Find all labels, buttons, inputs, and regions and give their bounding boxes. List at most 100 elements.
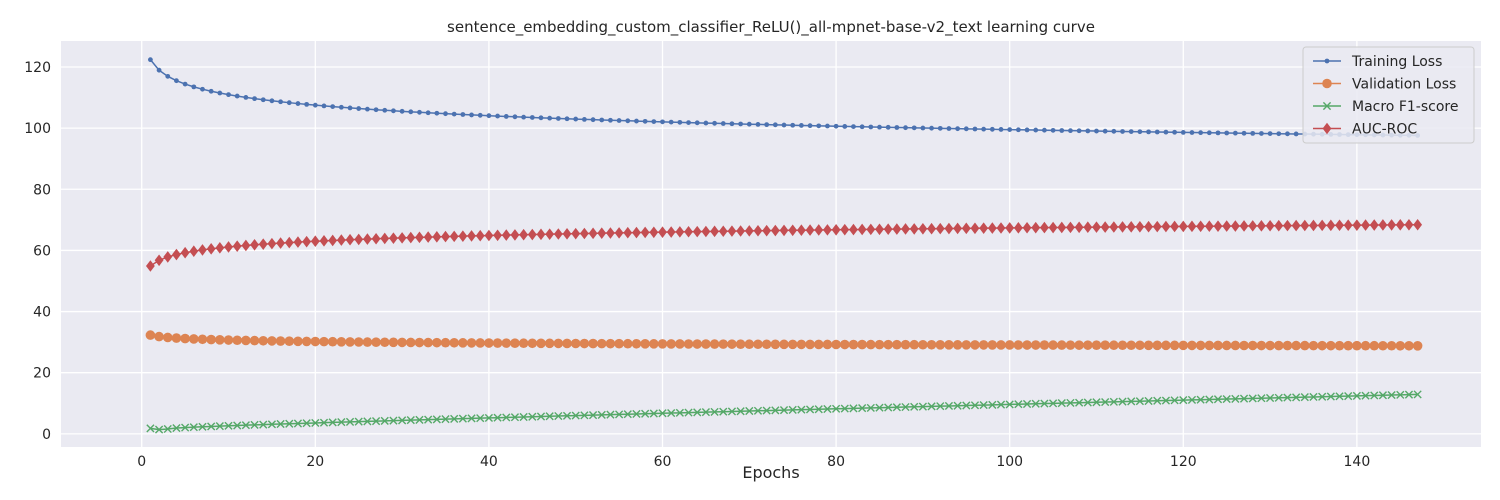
y-tick-label: 100 — [24, 121, 51, 137]
training-loss-point — [208, 88, 214, 94]
auc-roc-point — [970, 222, 980, 235]
training-loss-point — [660, 119, 665, 125]
auc-roc-point — [1413, 218, 1423, 231]
macro-f1-score-point — [814, 405, 823, 414]
legend-marker — [1322, 122, 1332, 135]
auc-roc-point — [1291, 219, 1301, 232]
x-tick-label: 20 — [306, 454, 324, 470]
training-loss-point — [668, 119, 674, 125]
macro-f1-score-point — [1352, 391, 1361, 400]
training-loss-point — [529, 115, 535, 120]
macro-f1-score-point — [276, 419, 285, 429]
validation-loss-point — [1334, 340, 1345, 351]
training-loss-point — [252, 96, 257, 102]
validation-loss-point — [1091, 340, 1102, 350]
validation-loss-point — [1221, 340, 1232, 351]
training-loss-point — [772, 122, 778, 128]
macro-f1-score-point — [554, 411, 563, 421]
training-loss-point — [573, 116, 579, 122]
training-loss-point — [1232, 130, 1238, 136]
macro-f1-score-point — [606, 410, 615, 419]
macro-f1-score-point — [675, 408, 684, 417]
macro-f1-score-point — [172, 423, 181, 433]
macro-f1-score-point — [884, 403, 893, 412]
training-loss-point — [391, 108, 396, 114]
auc-roc-point — [666, 226, 676, 238]
macro-f1-score-point — [536, 412, 546, 421]
auc-roc-point — [935, 222, 945, 235]
validation-loss-point — [596, 338, 607, 349]
macro-f1-score-point — [1170, 396, 1179, 405]
validation-loss-point — [805, 339, 815, 350]
training-loss-point — [1059, 128, 1065, 133]
auc-roc-point — [232, 240, 242, 252]
macro-f1-score-point — [354, 417, 363, 426]
auc-roc-point — [736, 225, 746, 237]
y-tick-label: 60 — [33, 243, 51, 259]
training-loss-point — [937, 125, 943, 131]
macro-f1-score-point — [1022, 399, 1032, 409]
x-tick-label: 0 — [137, 454, 146, 470]
macro-f1-score-point — [241, 421, 250, 430]
auc-roc-point — [1265, 219, 1275, 232]
validation-loss-point — [1300, 340, 1310, 351]
training-loss-point — [182, 81, 188, 87]
validation-loss-point — [1195, 340, 1206, 351]
training-loss-point — [148, 57, 153, 63]
auc-roc-point — [1230, 220, 1240, 232]
macro-f1-score-point — [1031, 399, 1040, 408]
macro-f1-score-point — [849, 404, 858, 413]
auc-roc-point — [1048, 221, 1058, 234]
auc-roc-point — [180, 246, 190, 259]
training-loss-point — [521, 114, 527, 120]
training-loss-point — [859, 124, 865, 130]
x-tick-label: 100 — [996, 454, 1023, 470]
macro-f1-score-point — [380, 416, 389, 425]
macro-f1-score-point — [1127, 397, 1136, 406]
macro-f1-score-point — [1222, 394, 1231, 404]
auc-roc-point — [1257, 220, 1266, 232]
auc-roc-point — [1343, 219, 1353, 232]
validation-loss-point — [432, 337, 442, 348]
validation-loss-point — [918, 339, 928, 350]
x-tick-label: 120 — [1170, 454, 1197, 470]
macro-f1-score-point — [1040, 399, 1049, 408]
validation-loss-point — [1161, 340, 1171, 351]
macro-f1-score-point — [953, 401, 962, 410]
macro-f1-score-point — [1335, 392, 1344, 401]
macro-f1-score-point — [779, 406, 789, 415]
validation-loss-point — [857, 339, 867, 350]
macro-f1-score-point — [701, 408, 710, 417]
auc-roc-point — [345, 233, 355, 246]
validation-loss-point — [510, 338, 520, 348]
auc-roc-point — [614, 227, 624, 239]
auc-roc-point — [1170, 220, 1180, 233]
auc-roc-point — [380, 232, 390, 245]
auc-roc-point — [1309, 219, 1318, 232]
auc-roc-point — [1283, 219, 1292, 232]
training-loss-point — [616, 118, 622, 123]
training-loss-point — [825, 123, 830, 129]
macro-f1-score-point — [1326, 392, 1335, 401]
auc-roc-point — [632, 226, 641, 239]
macro-f1-score-point — [502, 413, 511, 422]
training-loss-point — [781, 122, 787, 128]
macro-f1-score-point — [667, 408, 676, 418]
validation-loss-point — [588, 338, 598, 349]
auc-roc-point — [441, 230, 450, 243]
auc-roc-point — [501, 229, 511, 241]
validation-loss-point — [397, 337, 407, 348]
validation-loss-point — [709, 339, 720, 349]
validation-loss-point — [518, 338, 529, 349]
auc-roc-point — [319, 235, 329, 247]
macro-f1-score-point — [936, 402, 945, 411]
training-loss-point — [538, 115, 544, 121]
validation-loss-point — [1152, 340, 1163, 351]
auc-roc-point — [371, 232, 381, 245]
macro-f1-score-point — [988, 400, 997, 409]
training-loss-point — [729, 121, 735, 127]
training-loss-point — [243, 95, 249, 100]
validation-loss-point — [1326, 340, 1336, 351]
validation-loss-point — [683, 339, 694, 349]
training-loss-point — [798, 123, 804, 128]
